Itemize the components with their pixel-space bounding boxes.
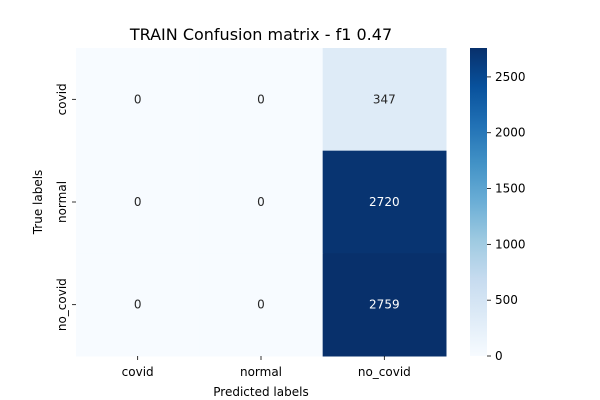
y-tick-label-covid: covid	[55, 83, 69, 115]
x-tick-label-covid: covid	[122, 365, 154, 379]
colorbar-tick-label-2500: 2500	[495, 70, 526, 84]
cell-value-covid-covid: 0	[134, 92, 142, 106]
heatmap-cell-normal-no_covid	[322, 150, 447, 254]
colorbar-tick-label-500: 500	[495, 293, 518, 307]
heatmap-cell-labels: 0 0 347 0 0 2720 0 0 2759	[134, 92, 400, 311]
heatmap-cell-covid-covid	[76, 48, 200, 152]
colorbar-tick-label-2000: 2000	[495, 126, 526, 140]
cell-value-normal-covid: 0	[134, 195, 142, 209]
heatmap-cell-covid-no_covid	[322, 48, 447, 152]
heatmap-cell-covid-normal	[199, 48, 324, 152]
y-tick-label-normal: normal	[55, 181, 69, 223]
y-axis: covid normal no_covid	[55, 83, 76, 331]
x-axis: covid normal no_covid	[122, 356, 411, 379]
cell-value-no_covid-no_covid: 2759	[369, 298, 400, 312]
y-tick-label-no_covid: no_covid	[55, 278, 69, 331]
colorbar-tick-label-1000: 1000	[495, 237, 526, 251]
heatmap-cells	[76, 48, 447, 357]
chart-title: TRAIN Confusion matrix - f1 0.47	[129, 25, 392, 44]
cell-value-no_covid-normal: 0	[257, 298, 265, 312]
heatmap-cell-no_covid-covid	[76, 253, 200, 357]
cell-value-covid-no_covid: 347	[373, 92, 396, 106]
colorbar-ticks: 0 500 1000 1500 2000 2500	[487, 70, 526, 363]
x-tick-label-normal: normal	[240, 365, 282, 379]
colorbar-tick-label-0: 0	[495, 349, 503, 363]
cell-value-normal-no_covid: 2720	[369, 195, 400, 209]
cell-value-no_covid-covid: 0	[134, 298, 142, 312]
x-axis-label: Predicted labels	[213, 385, 308, 399]
x-tick-label-no_covid: no_covid	[358, 365, 411, 379]
y-axis-label: True labels	[31, 170, 45, 236]
heatmap-cell-normal-normal	[199, 150, 324, 254]
heatmap-cell-no_covid-normal	[199, 253, 324, 357]
cell-value-covid-normal: 0	[257, 92, 265, 106]
heatmap-cell-normal-covid	[76, 150, 200, 254]
colorbar-tick-label-1500: 1500	[495, 182, 526, 196]
colorbar	[470, 48, 487, 356]
cell-value-normal-normal: 0	[257, 195, 265, 209]
heatmap-cell-no_covid-no_covid	[322, 253, 447, 357]
